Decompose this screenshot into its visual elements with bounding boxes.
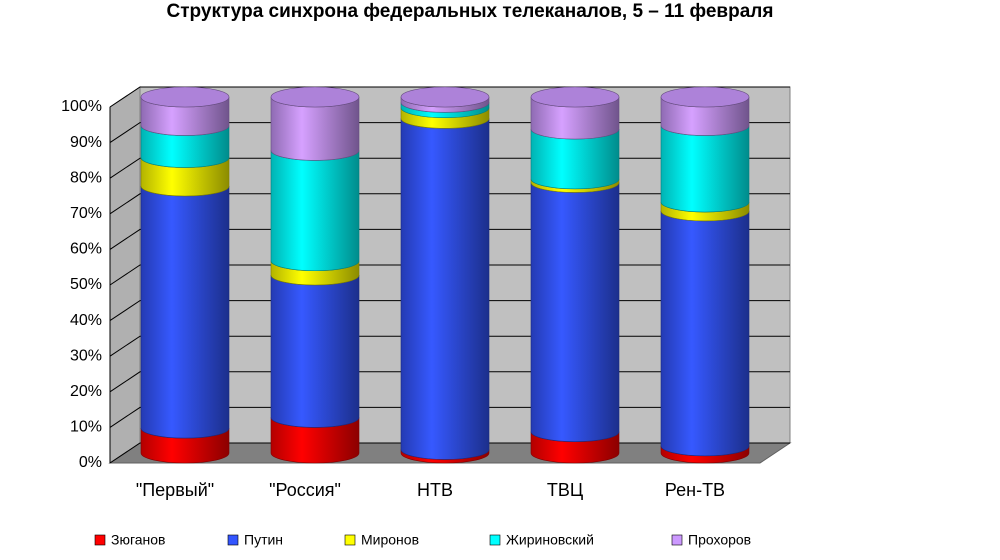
bar-cap [660, 86, 750, 108]
bar-segment [270, 274, 360, 428]
bar-segment [140, 185, 230, 439]
y-tick-label: 100% [61, 98, 102, 115]
bar-cap [270, 86, 360, 108]
x-tick-label: НТВ [417, 480, 453, 500]
x-tick-label: ТВЦ [547, 480, 583, 500]
legend-label: Прохоров [688, 532, 751, 548]
y-tick-label: 0% [79, 454, 102, 471]
bar-segment [660, 125, 750, 213]
bar-cap [140, 86, 230, 108]
bar-cap [400, 86, 490, 108]
chart-title: Структура синхрона федеральных телеканал… [167, 1, 774, 22]
legend-label: Зюганов [111, 532, 166, 548]
y-tick-label: 80% [70, 169, 102, 186]
legend-label: Жириновский [506, 532, 594, 548]
legend-label: Путин [244, 532, 283, 548]
y-tick-label: 90% [70, 134, 102, 151]
legend-swatch [489, 534, 501, 546]
legend-swatch [671, 534, 683, 546]
bar-segment [660, 210, 750, 457]
y-tick-label: 60% [70, 241, 102, 258]
bar-segment [270, 150, 360, 272]
legend-label: Миронов [361, 532, 419, 548]
x-tick-label: "Первый" [136, 480, 214, 500]
y-tick-label: 10% [70, 419, 102, 436]
x-tick-label: Рен-ТВ [665, 480, 725, 500]
legend-swatch [94, 534, 106, 546]
bar-segment [530, 182, 620, 442]
y-tick-label: 30% [70, 347, 102, 364]
y-tick-label: 50% [70, 276, 102, 293]
y-tick-label: 40% [70, 312, 102, 329]
y-tick-label: 70% [70, 205, 102, 222]
y-tick-label: 20% [70, 383, 102, 400]
legend-swatch [344, 534, 356, 546]
bar-cap [530, 86, 620, 108]
x-tick-label: "Россия" [269, 480, 341, 500]
bar-segment [400, 118, 490, 460]
legend-swatch [227, 534, 239, 546]
